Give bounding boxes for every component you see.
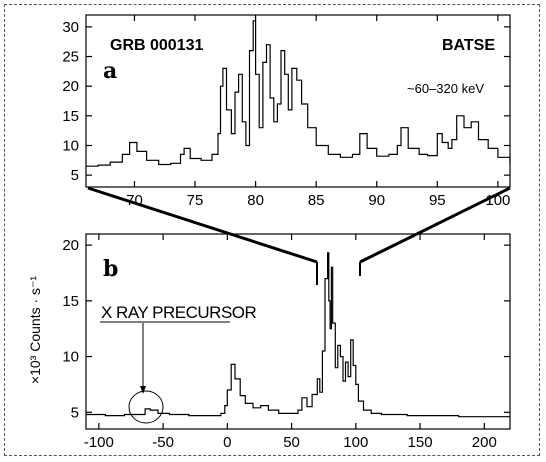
a-y-tick-label: 15 xyxy=(62,108,79,125)
precursor-annotation: X RAY PRECURSOR xyxy=(101,303,257,322)
b-x-tick-label: -50 xyxy=(152,434,174,451)
b-y-tick-label: 10 xyxy=(62,349,79,366)
a-x-tick-label: 75 xyxy=(187,192,204,209)
panel-b: -100 -50 0 50 100 150 200 5 10 15 20 b X RAY PREC… xyxy=(62,233,511,451)
precursor-circle xyxy=(128,390,164,424)
a-y-tick-label: 20 xyxy=(62,78,79,95)
a-y-tick-label: 5 xyxy=(71,167,79,184)
panel-a-title: GRB 000131 xyxy=(110,37,203,54)
zoom-connector-left xyxy=(87,186,318,264)
a-y-tick-label: 25 xyxy=(62,49,79,66)
y-axis-label: ×10³ Counts · s⁻¹ xyxy=(27,276,43,384)
panel-b-ticks xyxy=(86,234,510,429)
precursor-arrowhead xyxy=(140,386,146,394)
a-x-tick-label: 90 xyxy=(368,192,385,209)
panel-b-y-tick-labels: 5 10 15 20 xyxy=(62,237,79,421)
panel-a-light-curve xyxy=(86,20,511,167)
b-y-tick-label: 15 xyxy=(62,293,79,310)
panel-b-x-tick-labels: -100 -50 0 50 100 150 200 xyxy=(84,434,497,451)
b-x-tick-label: -100 xyxy=(84,434,114,451)
instrument-label: BATSE xyxy=(442,37,495,54)
a-x-tick-label: 80 xyxy=(247,192,264,209)
a-x-tick-label: 95 xyxy=(429,192,446,209)
b-x-tick-label: 50 xyxy=(283,434,300,451)
zoom-connector-right xyxy=(359,186,511,264)
b-x-tick-label: 200 xyxy=(472,434,497,451)
panel-a-x-tick-labels: 70 75 80 85 90 95 100 xyxy=(126,192,510,209)
panel-b-frame xyxy=(85,233,511,430)
panel-a-letter: a xyxy=(103,58,117,84)
panel-a-y-tick-labels: 5 10 15 20 25 30 xyxy=(62,19,79,184)
zoom-connectors xyxy=(87,186,511,285)
panel-a-ticks xyxy=(86,15,510,187)
a-x-tick-label: 85 xyxy=(308,192,325,209)
a-y-tick-label: 30 xyxy=(62,19,79,36)
energy-band-label: ~60–320 keV xyxy=(407,81,484,96)
b-x-tick-label: 0 xyxy=(223,434,231,451)
panel-b-letter: b xyxy=(103,256,118,282)
a-y-tick-label: 10 xyxy=(62,137,79,154)
b-y-tick-label: 20 xyxy=(62,237,79,254)
b-x-tick-label: 100 xyxy=(343,434,368,451)
figure-frame xyxy=(4,4,540,456)
b-x-tick-label: 150 xyxy=(408,434,433,451)
panel-b-light-curve xyxy=(86,252,510,418)
panel-a-frame xyxy=(85,14,511,188)
b-y-tick-label: 5 xyxy=(71,404,79,421)
